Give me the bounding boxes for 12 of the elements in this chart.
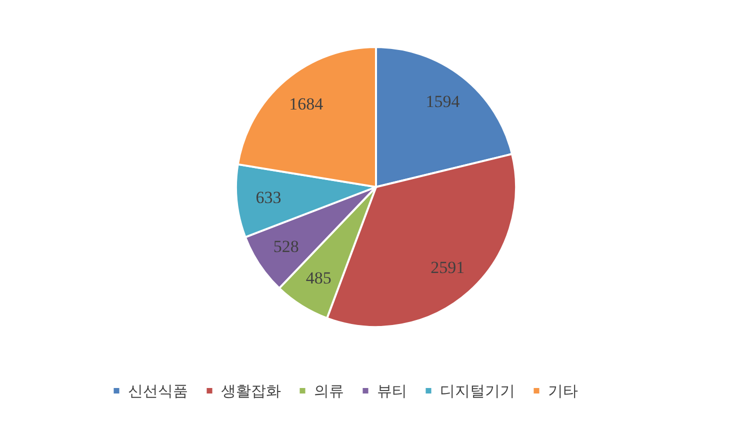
legend-label: 의류: [314, 382, 344, 400]
data-label: 485: [306, 268, 332, 288]
legend-label: 신선식품: [128, 382, 188, 400]
legend-label: 뷰티: [377, 382, 407, 400]
data-label: 2591: [430, 258, 465, 277]
legend-label: 생활잡화: [221, 382, 281, 400]
data-label: 633: [256, 188, 282, 207]
legend-label: 디지털기기: [440, 382, 515, 400]
legend-label: 기타: [548, 382, 578, 400]
data-label: 528: [273, 236, 299, 256]
data-label: 1684: [289, 94, 324, 114]
data-label: 1594: [426, 92, 460, 112]
